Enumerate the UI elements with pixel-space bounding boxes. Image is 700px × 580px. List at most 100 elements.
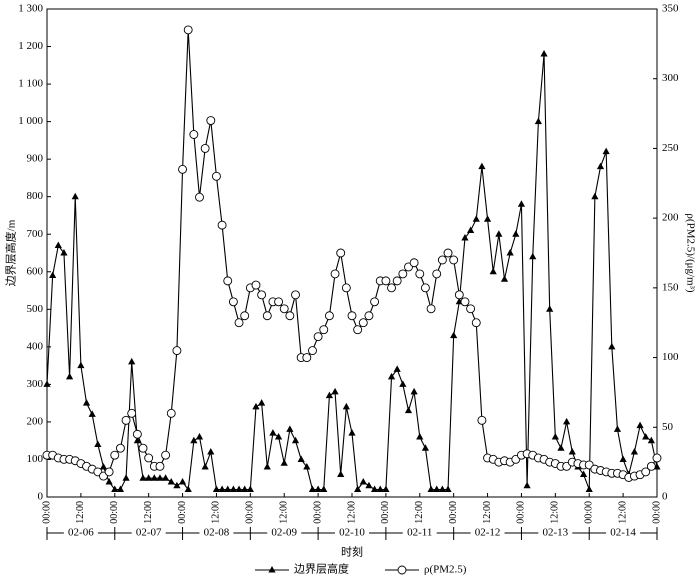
marker-triangle [557, 444, 565, 451]
marker-triangle [348, 429, 356, 436]
marker-circle [217, 220, 227, 230]
marker-triangle [410, 387, 418, 395]
legend-label: ρ(PM2.5) [424, 564, 467, 576]
x-tick-label: 00:00 [516, 501, 527, 524]
marker-triangle [190, 436, 198, 444]
y-tick-label: 100 [27, 453, 44, 465]
marker-circle [313, 332, 323, 342]
y2-tick-label: 250 [662, 142, 679, 154]
marker-circle [392, 276, 402, 286]
marker-triangle [291, 436, 300, 444]
marker-triangle [128, 357, 136, 365]
marker-triangle [49, 271, 57, 279]
marker-triangle [534, 117, 542, 125]
marker-triangle [433, 485, 441, 492]
marker-triangle [308, 485, 317, 492]
x-tick-label: 00:00 [448, 501, 459, 524]
y-tick-label: 700 [27, 228, 44, 240]
marker-triangle [145, 474, 153, 481]
marker-triangle [529, 252, 537, 260]
marker-circle [115, 443, 125, 453]
marker-triangle [506, 249, 514, 256]
marker-circle [138, 443, 148, 453]
marker-triangle [105, 477, 113, 485]
marker-circle [398, 269, 408, 279]
y-axis-title: 边界层高度/m [4, 219, 18, 286]
marker-circle [370, 297, 380, 307]
legend-item: 边界层高度 [255, 562, 349, 576]
day-label: 02-06 [68, 527, 94, 539]
marker-triangle [382, 485, 390, 492]
y-tick-label: 0 [38, 491, 44, 503]
marker-triangle [133, 436, 141, 444]
marker-triangle [517, 200, 526, 207]
marker-circle [308, 346, 317, 356]
marker-circle [432, 269, 442, 279]
x-tick-label: 12:00 [211, 501, 222, 524]
marker-triangle [320, 485, 328, 492]
x-tick-label: 12:00 [550, 501, 561, 524]
marker-circle [200, 143, 210, 153]
marker-triangle [77, 361, 85, 369]
marker-circle [449, 255, 459, 265]
marker-circle [330, 269, 340, 279]
marker-circle [279, 304, 289, 314]
marker-triangle [404, 406, 413, 414]
marker-triangle [467, 226, 475, 233]
y-tick-label: 1 000 [18, 115, 43, 127]
y2-tick-label: 100 [662, 351, 679, 363]
marker-triangle [495, 230, 503, 237]
x-tick-label: 12:00 [75, 501, 86, 524]
marker-circle [415, 269, 425, 279]
marker-circle [641, 467, 651, 477]
marker-triangle [642, 432, 650, 440]
marker-triangle [218, 485, 226, 492]
day-label: 02-09 [271, 527, 297, 539]
y-tick-label: 500 [27, 303, 44, 315]
marker-triangle [167, 477, 175, 485]
y-tick-label: 1 300 [18, 3, 43, 15]
marker-circle [426, 304, 436, 314]
x-tick-label: 00:00 [41, 501, 52, 524]
marker-triangle [387, 372, 396, 380]
marker-circle [409, 258, 419, 268]
marker-triangle [258, 399, 266, 406]
marker-triangle [246, 485, 254, 492]
marker-triangle [613, 425, 622, 432]
day-label: 02-11 [407, 527, 432, 539]
marker-triangle [71, 192, 79, 200]
marker-triangle [156, 474, 164, 481]
marker-triangle [280, 459, 288, 466]
marker-circle [471, 318, 481, 328]
y2-tick-label: 50 [662, 421, 674, 433]
marker-triangle [365, 481, 373, 489]
marker-circle [155, 461, 165, 471]
marker-triangle [139, 474, 147, 481]
marker-triangle [252, 402, 260, 410]
marker-triangle [585, 485, 593, 492]
day-label: 02-08 [204, 527, 230, 539]
marker-triangle [399, 380, 407, 387]
x-tick-label: 00:00 [380, 501, 391, 524]
y2-tick-label: 150 [662, 281, 679, 293]
y-tick-label: 800 [27, 190, 44, 202]
marker-circle [211, 171, 221, 181]
marker-triangle [201, 462, 209, 470]
marker-triangle [268, 566, 276, 573]
marker-triangle [184, 485, 192, 492]
marker-triangle [235, 485, 243, 492]
marker-triangle [438, 485, 446, 492]
marker-circle [262, 311, 272, 321]
marker-circle [477, 415, 487, 425]
marker-triangle [162, 474, 170, 481]
marker-triangle [354, 485, 362, 492]
marker-triangle [111, 485, 119, 492]
marker-triangle [263, 462, 271, 470]
y-tick-label: 300 [27, 378, 44, 390]
marker-circle [324, 311, 334, 321]
series-line [47, 29, 658, 479]
marker-triangle [207, 447, 215, 455]
marker-circle [336, 248, 346, 258]
marker-triangle [303, 462, 311, 470]
